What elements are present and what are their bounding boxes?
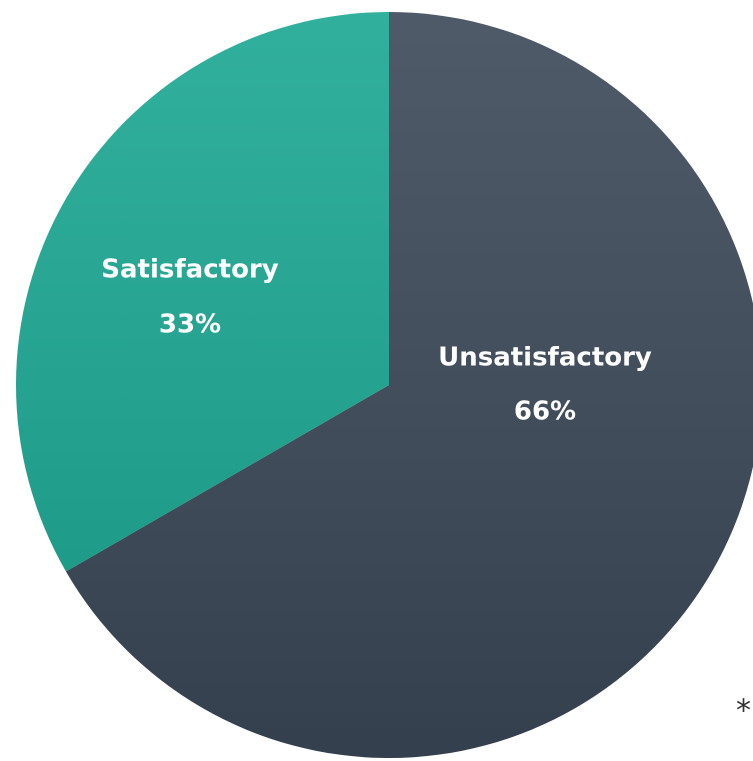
annotation: * [736, 694, 751, 729]
slice-value-label: 66% [514, 397, 576, 427]
slice-category-label: Satisfactory [101, 255, 278, 285]
pie [16, 12, 753, 758]
slice-category-label: Unsatisfactory [438, 343, 652, 373]
labels: Unsatisfactory 66% Satisfactory 33% [101, 255, 652, 427]
slice-value-label: 33% [159, 310, 221, 340]
